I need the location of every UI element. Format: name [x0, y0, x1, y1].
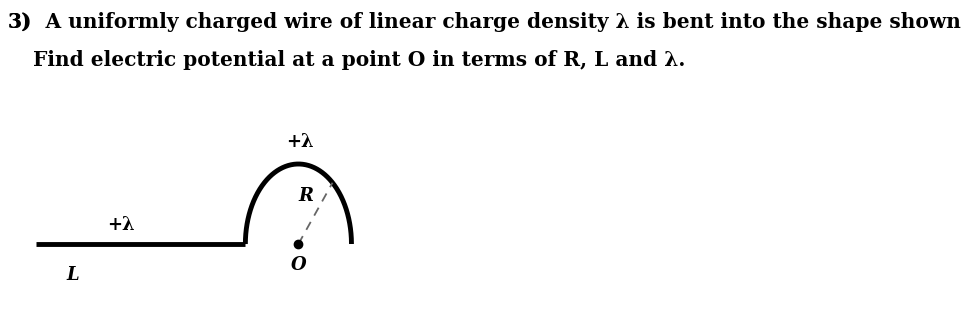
Text: R: R	[298, 187, 314, 205]
Text: +λ: +λ	[286, 133, 314, 151]
Text: 3)  A uniformly charged wire of linear charge density λ is bent into the shape s: 3) A uniformly charged wire of linear ch…	[8, 12, 966, 32]
Text: 3): 3)	[8, 12, 32, 32]
Text: +λ: +λ	[107, 216, 135, 234]
Text: L: L	[67, 266, 79, 284]
Text: O: O	[291, 256, 306, 274]
Text: Find electric potential at a point O in terms of R, L and λ.: Find electric potential at a point O in …	[33, 50, 686, 70]
